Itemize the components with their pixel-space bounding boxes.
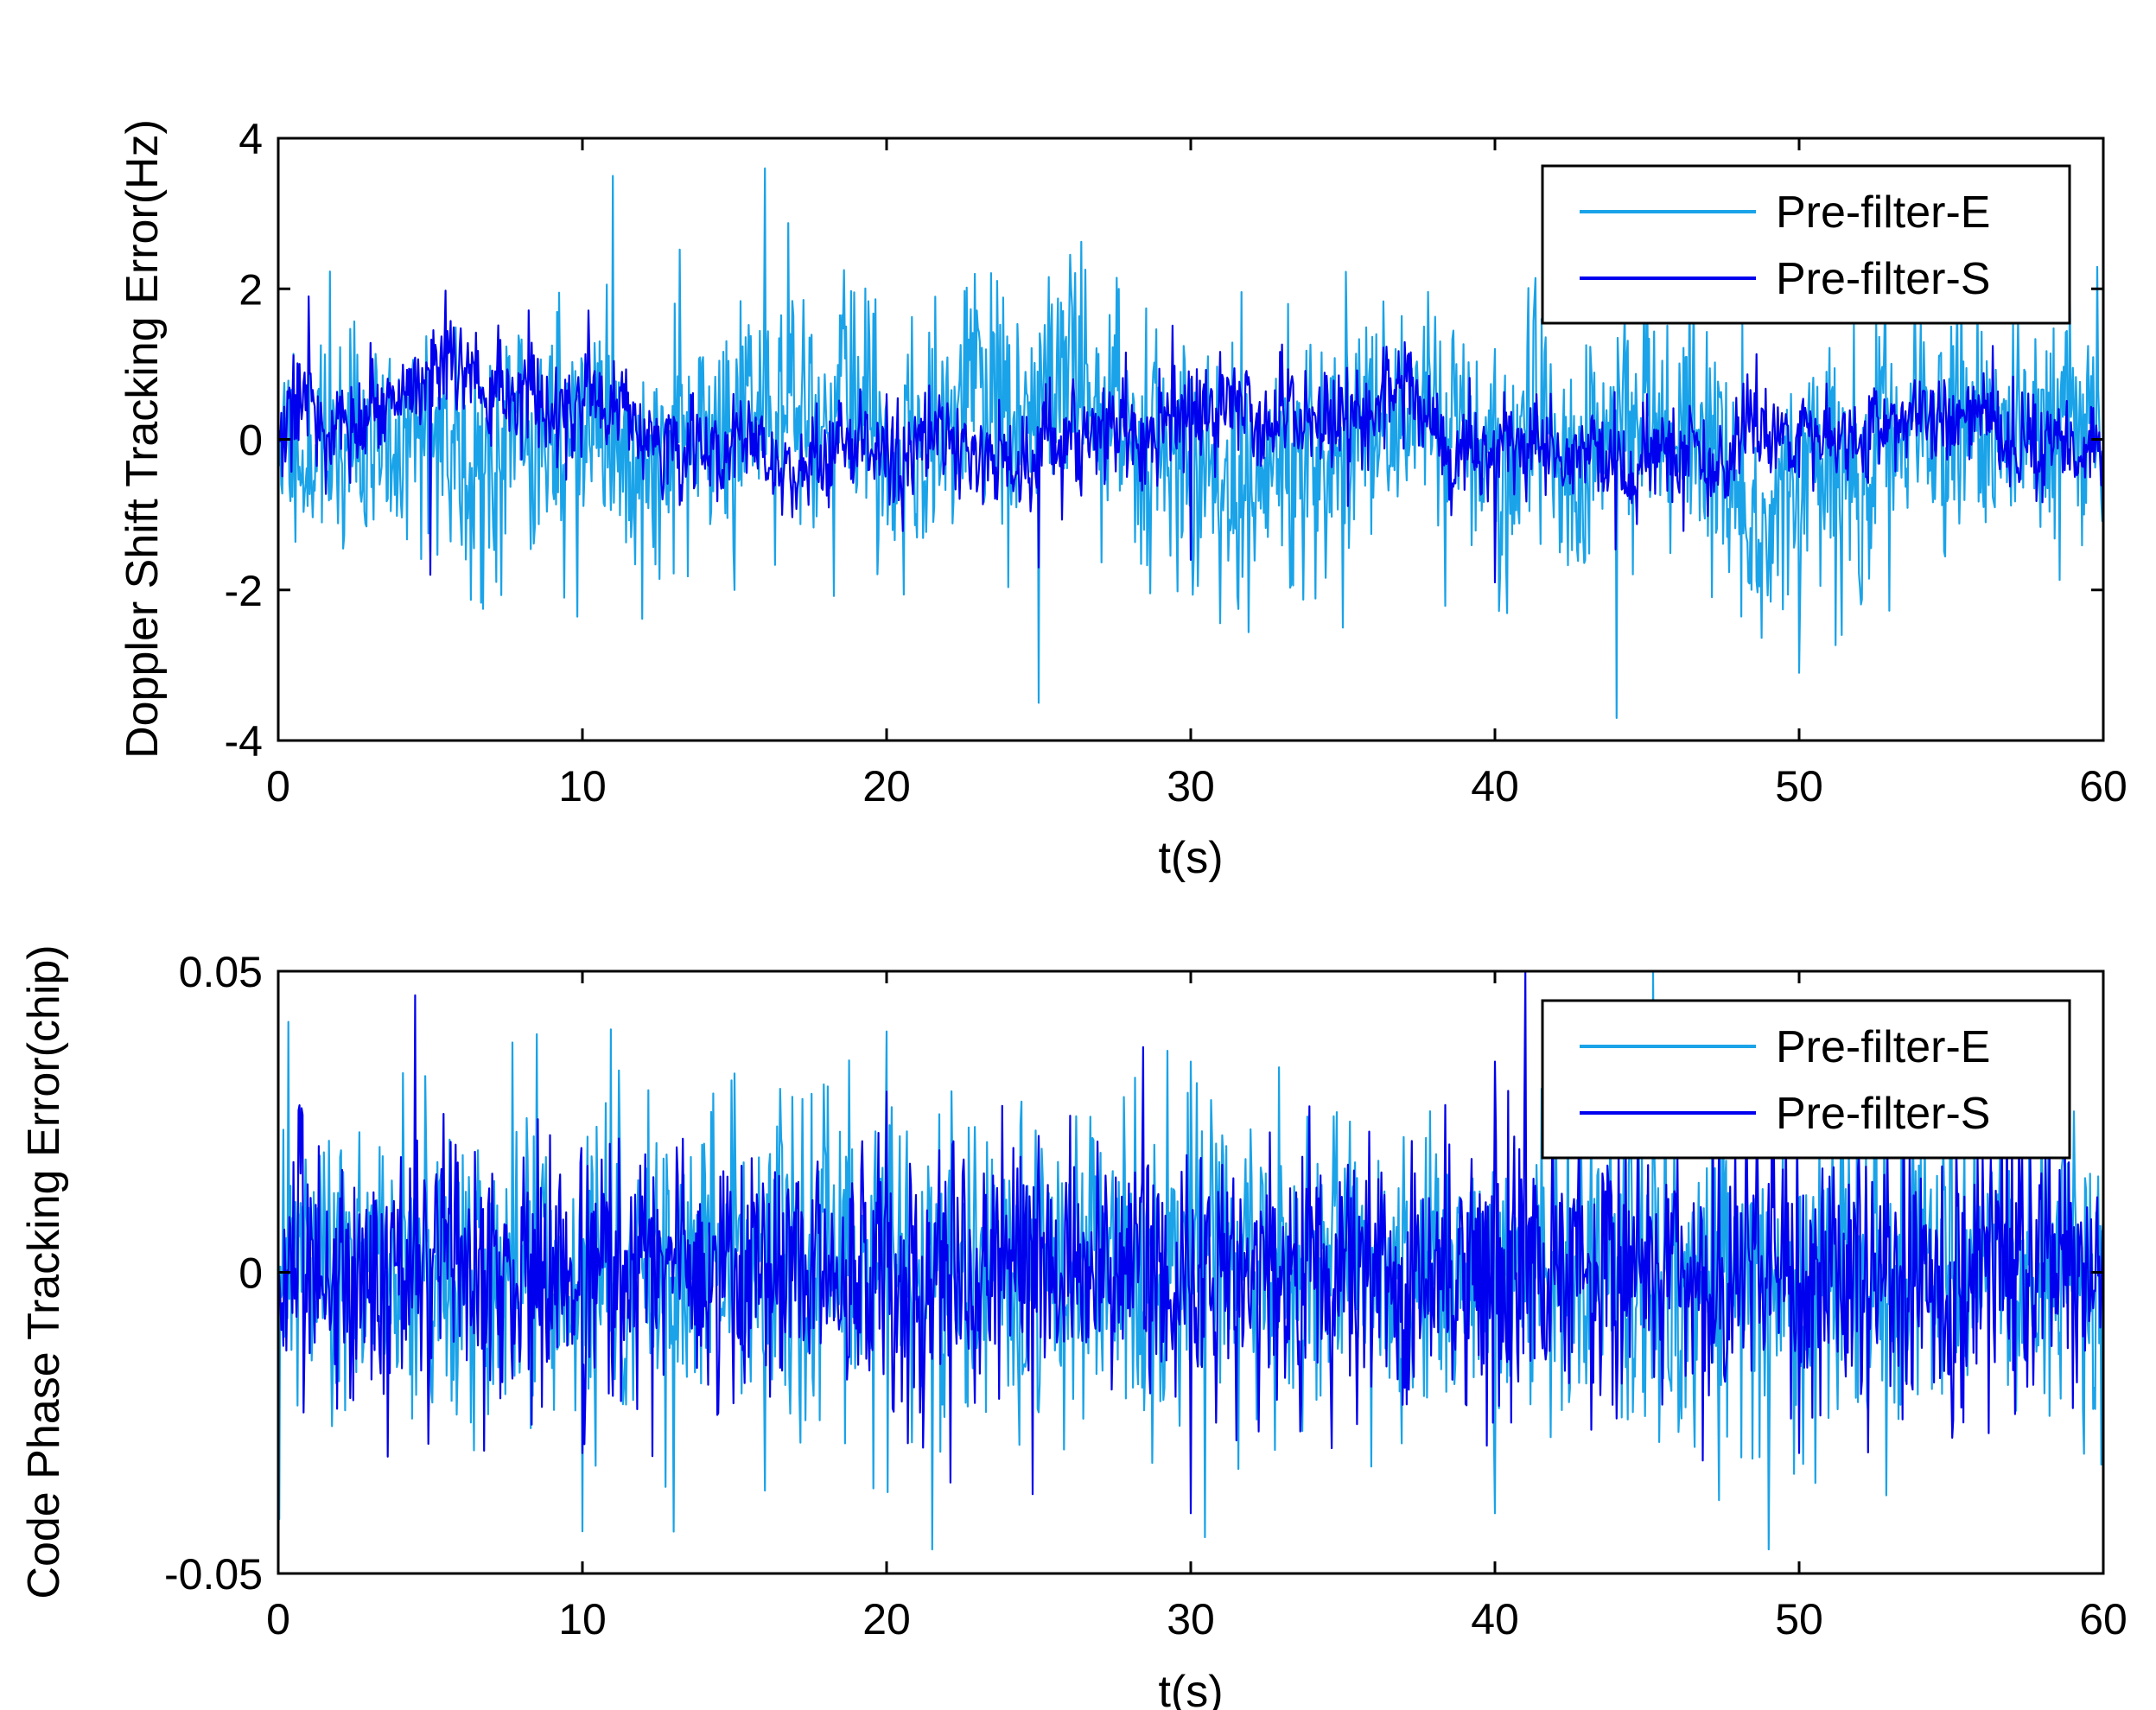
doppler-series-pre-filter-e-line — [277, 167, 2105, 719]
code-phase-series-group — [277, 969, 2105, 1551]
doppler-series-pre-filter-s-line — [277, 289, 2105, 584]
doppler-y-tick-label: -2 — [225, 567, 263, 615]
doppler-legend-label-e: Pre-filter-E — [1776, 188, 1990, 238]
code-phase-y-tick-label: 0.05 — [179, 948, 263, 996]
doppler-x-tick-label: 10 — [558, 762, 607, 811]
doppler-y-tick-label: 4 — [238, 115, 263, 163]
doppler-y-axis-label: Doppler Shift Tracking Error(Hz) — [118, 119, 168, 759]
doppler-y-tick-label: -4 — [225, 717, 263, 766]
code-phase-y-tick-label: -0.05 — [164, 1550, 263, 1599]
doppler-legend: Pre-filter-E Pre-filter-S — [1541, 164, 2071, 325]
code-phase-legend-box — [1541, 999, 2071, 1160]
doppler-y-tick-label: 2 — [238, 265, 263, 314]
doppler-y-tick-label: 0 — [238, 416, 263, 465]
doppler-panel: 0 10 20 30 40 50 60 -4 -2 0 2 4 t(s) Doppler Shift … — [118, 115, 2127, 883]
code-phase-x-tick-label: 30 — [1167, 1595, 1215, 1643]
code-phase-x-tick-label: 10 — [558, 1595, 607, 1643]
doppler-x-tick-label: 50 — [1775, 762, 1823, 811]
code-phase-x-tick-label: 0 — [266, 1595, 290, 1643]
code-phase-y-axis-label: Code Phase Tracking Error(chip) — [19, 944, 69, 1599]
doppler-legend-box — [1541, 164, 2071, 325]
code-phase-x-tick-label: 20 — [862, 1595, 911, 1643]
code-phase-legend-label-s: Pre-filter-S — [1776, 1089, 1990, 1139]
code-phase-series-pre-filter-s-line — [277, 969, 2105, 1515]
doppler-legend-label-s: Pre-filter-S — [1776, 254, 1990, 304]
doppler-x-axis-label: t(s) — [1158, 833, 1223, 883]
doppler-x-tick-label: 0 — [266, 762, 290, 811]
doppler-x-tick-label: 20 — [862, 762, 911, 811]
code-phase-legend-label-e: Pre-filter-E — [1776, 1022, 1990, 1072]
code-phase-x-tick-label: 60 — [2079, 1595, 2127, 1643]
code-phase-y-tick-label: 0 — [238, 1249, 263, 1298]
doppler-x-tick-label: 40 — [1471, 762, 1519, 811]
code-phase-x-axis-label: t(s) — [1158, 1667, 1223, 1710]
code-phase-legend: Pre-filter-E Pre-filter-S — [1541, 999, 2071, 1160]
code-phase-x-tick-label: 40 — [1471, 1595, 1519, 1643]
code-phase-x-tick-label: 50 — [1775, 1595, 1823, 1643]
doppler-ticks-group: 0 10 20 30 40 50 60 -4 -2 0 2 4 — [225, 115, 2127, 811]
doppler-x-tick-label: 30 — [1167, 762, 1215, 811]
doppler-series-group — [277, 167, 2105, 719]
code-phase-series-pre-filter-e-line — [277, 969, 2105, 1551]
doppler-x-tick-label: 60 — [2079, 762, 2127, 811]
